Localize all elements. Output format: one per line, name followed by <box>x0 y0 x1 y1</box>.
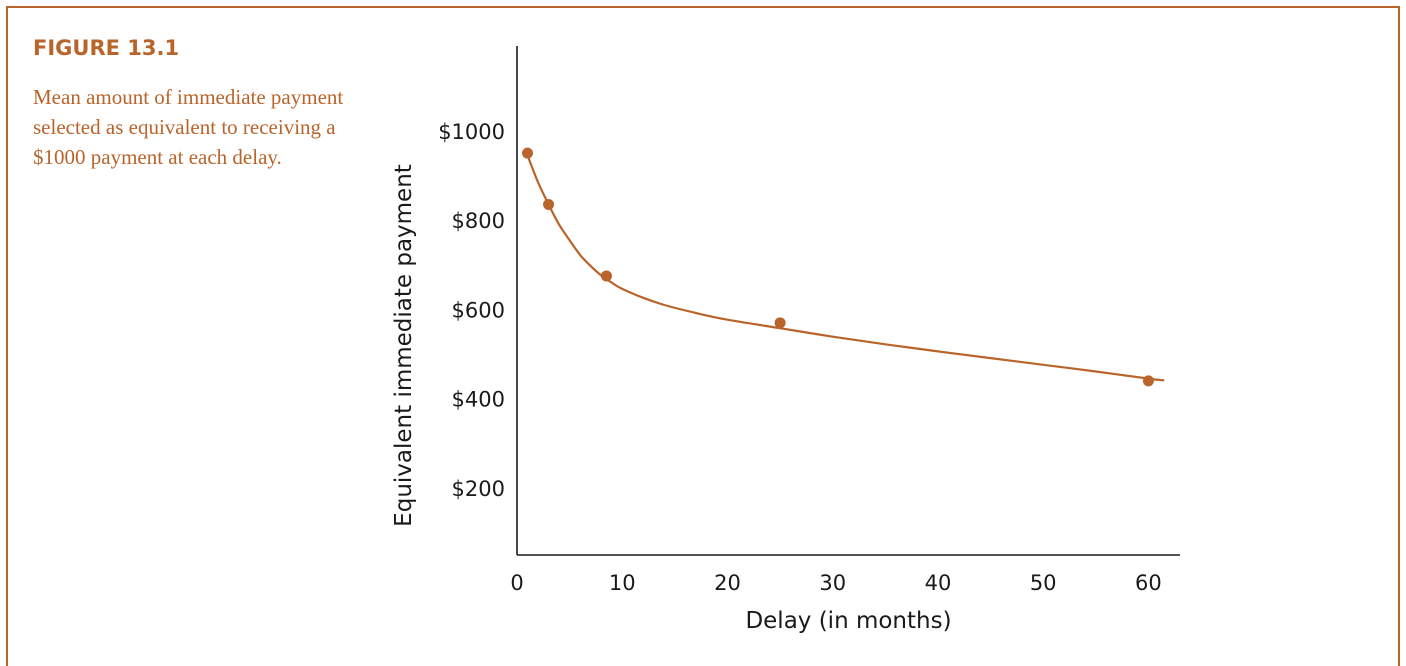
y-tick-label: $400 <box>452 388 505 412</box>
x-axis-title: Delay (in months) <box>745 608 951 634</box>
y-tick-label: $1000 <box>438 120 505 144</box>
fitted-curve <box>526 154 1165 382</box>
y-tick-label: $800 <box>452 209 505 233</box>
x-tick-label: 50 <box>1030 571 1057 595</box>
x-tick-label: 10 <box>609 571 636 595</box>
figure-label: FIGURE 13.1 <box>33 36 180 60</box>
x-tick-label: 20 <box>714 571 741 595</box>
data-point <box>1142 375 1154 387</box>
data-point <box>543 199 555 211</box>
x-tick-label: 30 <box>819 571 846 595</box>
y-tick-label: $600 <box>452 298 505 322</box>
y-tick-label: $200 <box>452 477 505 501</box>
data-point <box>522 147 534 159</box>
chart-axes <box>516 46 1180 556</box>
data-point <box>600 270 612 282</box>
chart-tick-labels: 0 10 20 30 40 50 60 $200 $400 $600 $800 $1000 <box>438 120 1162 595</box>
x-tick-label: 40 <box>925 571 952 595</box>
figure-caption: Mean amount of immediate payment selecte… <box>33 85 344 169</box>
chart-points-layer <box>522 147 1154 387</box>
x-tick-label: 0 <box>510 571 523 595</box>
figure-frame <box>6 6 1400 666</box>
y-axis-title: Equivalent immediate payment <box>391 164 417 527</box>
chart-curve-layer <box>526 154 1165 382</box>
data-point <box>774 317 786 329</box>
x-tick-label: 60 <box>1135 571 1162 595</box>
